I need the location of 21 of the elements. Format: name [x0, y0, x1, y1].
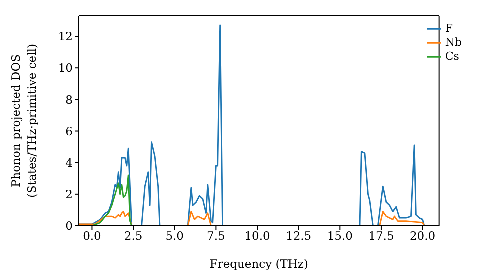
- y-tick-label: 0: [66, 219, 73, 234]
- x-tick-label: 15.0: [327, 229, 353, 244]
- y-tick-label: 12: [58, 30, 73, 44]
- y-tick-label: 10: [58, 61, 73, 76]
- x-tick-label: 10.0: [244, 229, 270, 244]
- y-tick-label: 6: [66, 124, 73, 138]
- y-tick-label: 4: [66, 156, 73, 170]
- y-tick-label: 8: [66, 92, 73, 107]
- x-axis-title: Frequency (THz): [210, 257, 308, 271]
- x-tick-label: 7.5: [207, 229, 226, 244]
- legend-label: Nb: [445, 36, 462, 50]
- x-tick-label: 12.5: [286, 229, 312, 244]
- x-tick-label: 20.0: [410, 229, 436, 244]
- x-tick-label: 0.0: [83, 229, 102, 244]
- legend-label: F: [445, 22, 453, 35]
- x-tick-label: 2.5: [124, 229, 143, 244]
- y-axis-title: Phonon projected DOS (States/THz·primitive cell): [9, 44, 39, 198]
- x-tick-label: 5.0: [166, 229, 184, 244]
- legend-label: Cs: [445, 50, 460, 64]
- x-tick-label: 17.5: [368, 229, 394, 244]
- y-tick-label: 2: [66, 188, 73, 202]
